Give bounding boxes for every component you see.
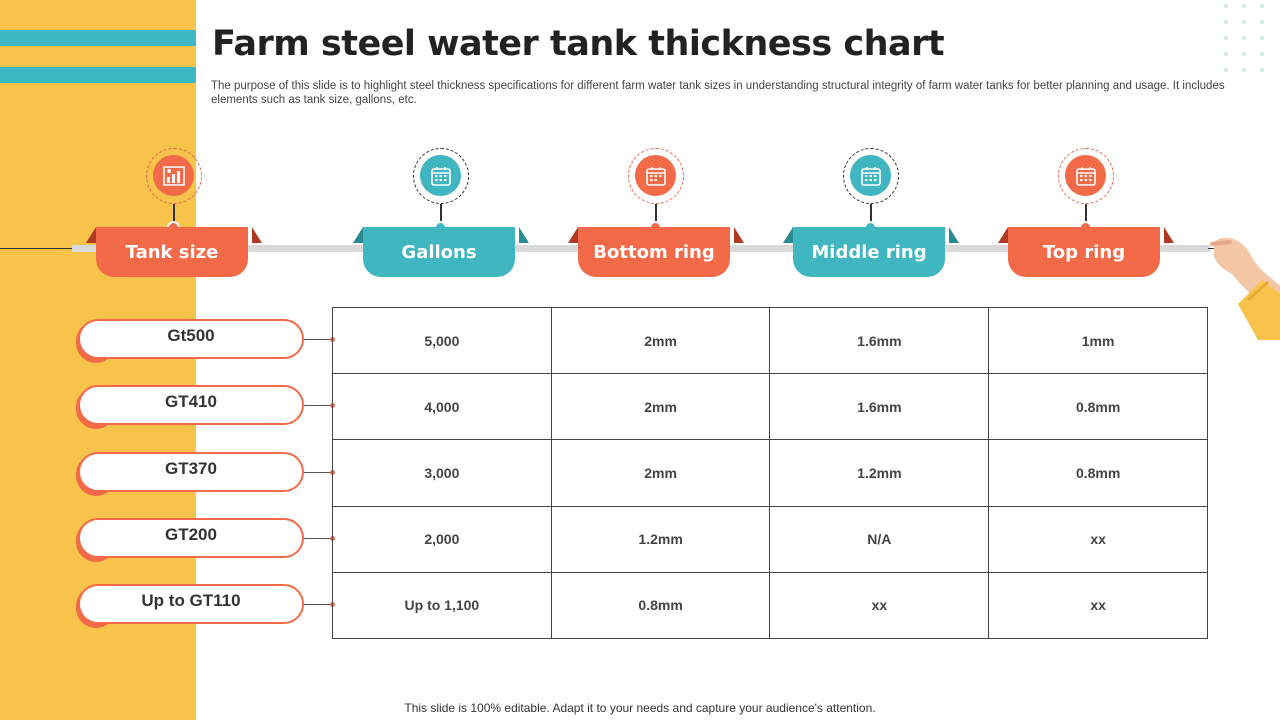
thickness-table: 5,000 2mm 1.6mm 1mm 4,000 2mm 1.6mm 0.8m… [332, 306, 1208, 639]
decor-dot [1260, 68, 1264, 72]
decor-dot [1260, 52, 1264, 56]
header-bottom-ring: Bottom ring [568, 148, 744, 280]
header-label-top-ring: Top ring [1008, 227, 1160, 277]
row-label-tank-size: GT370 [76, 452, 335, 496]
footer-note: This slide is 100% editable. Adapt it to… [404, 701, 876, 715]
row-label-tank-size: Up to GT110 [76, 584, 335, 628]
header-label-middle-ring: Middle ring [793, 227, 945, 277]
decor-dot [1260, 20, 1264, 24]
dot-pattern-decor [1220, 0, 1272, 80]
decor-dot [1242, 20, 1246, 24]
bottom-ring-cell: 2mm [550, 373, 771, 441]
row-label-tank-size: GT200 [76, 518, 335, 562]
decor-dot [1242, 52, 1246, 56]
calendar-icon [420, 155, 461, 196]
middle-ring-cell: 1.6mm [769, 373, 990, 441]
gallons-cell: Up to 1,100 [332, 571, 552, 639]
header-middle-ring: Middle ring [783, 148, 959, 280]
bottom-ring-cell: 2mm [550, 306, 771, 375]
decor-dot [1224, 20, 1228, 24]
decor-dot [1242, 36, 1246, 40]
middle-ring-cell: N/A [769, 505, 990, 573]
gallons-cell: 5,000 [332, 306, 552, 375]
bottom-ring-cell: 2mm [550, 439, 771, 507]
calendar-icon [850, 155, 891, 196]
header-tank-size: Tank size [86, 148, 262, 280]
top-ring-cell: 0.8mm [988, 439, 1208, 507]
decor-dot [1224, 36, 1228, 40]
decor-dot [1242, 4, 1246, 8]
row-label-tank-size: Gt500 [76, 319, 335, 363]
tank-size-label: Gt500 [78, 319, 304, 359]
gallons-cell: 4,000 [332, 373, 552, 441]
table-row: Up to 1,100 0.8mm xx xx [332, 571, 1208, 639]
table-row: 2,000 1.2mm N/A xx [332, 505, 1208, 573]
row-label-tank-size: GT410 [76, 385, 335, 429]
header-gallons: Gallons [353, 148, 529, 280]
middle-ring-cell: xx [769, 571, 990, 639]
top-ring-cell: 0.8mm [988, 373, 1208, 441]
tank-size-label: GT370 [78, 452, 304, 492]
decor-dot [1224, 52, 1228, 56]
tank-size-label: GT410 [78, 385, 304, 425]
table-row: 5,000 2mm 1.6mm 1mm [332, 306, 1208, 375]
gallons-cell: 3,000 [332, 439, 552, 507]
decor-dot [1242, 68, 1246, 72]
bottom-ring-cell: 0.8mm [550, 571, 771, 639]
decor-dot [1224, 68, 1228, 72]
top-ring-cell: xx [988, 505, 1208, 573]
decor-stripe [0, 67, 196, 83]
calendar-icon [635, 155, 676, 196]
table-row: 3,000 2mm 1.2mm 0.8mm [332, 439, 1208, 507]
gallons-cell: 2,000 [332, 505, 552, 573]
middle-ring-cell: 1.2mm [769, 439, 990, 507]
decor-dot [1224, 4, 1228, 8]
table-row: 4,000 2mm 1.6mm 0.8mm [332, 373, 1208, 441]
hand-illustration [1210, 237, 1280, 340]
bottom-ring-cell: 1.2mm [550, 505, 771, 573]
middle-ring-cell: 1.6mm [769, 306, 990, 375]
top-ring-cell: 1mm [988, 306, 1208, 375]
top-ring-cell: xx [988, 571, 1208, 639]
calendar-icon [1065, 155, 1106, 196]
bar-chart-icon [153, 155, 194, 196]
header-top-ring: Top ring [998, 148, 1174, 280]
tank-size-label: GT200 [78, 518, 304, 558]
decor-stripe [0, 30, 196, 46]
page-description: The purpose of this slide is to highligh… [211, 80, 1225, 106]
axis-line-left [0, 248, 72, 249]
page-title: Farm steel water tank thickness chart [212, 24, 945, 64]
header-label-tank-size: Tank size [96, 227, 248, 277]
header-label-gallons: Gallons [363, 227, 515, 277]
header-label-bottom-ring: Bottom ring [578, 227, 730, 277]
decor-dot [1260, 4, 1264, 8]
tank-size-label: Up to GT110 [78, 584, 304, 624]
decor-dot [1260, 36, 1264, 40]
